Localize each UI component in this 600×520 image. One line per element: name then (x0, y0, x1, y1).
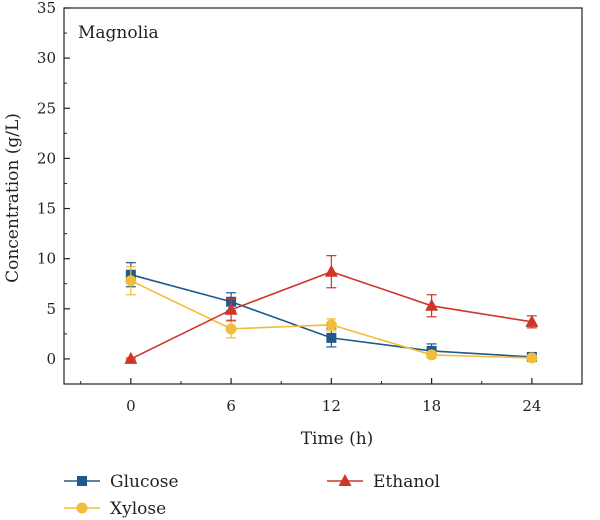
legend-item-xylose: Xylose (64, 499, 166, 519)
y-tick-label: 25 (37, 99, 56, 117)
x-tick-label: 18 (422, 397, 441, 415)
ethanol-point (525, 314, 539, 327)
y-tick-label: 0 (46, 350, 56, 368)
y-tick-label: 20 (37, 149, 56, 167)
legend-marker (338, 474, 352, 486)
xylose-point (325, 319, 337, 331)
ethanol-point (124, 351, 138, 364)
legend-label: Ethanol (373, 472, 440, 492)
y-tick-label: 10 (37, 250, 56, 268)
x-axis: 0 6 12 18 24 (80, 378, 541, 415)
x-tick-label: 12 (322, 397, 341, 415)
glucose-point (326, 332, 337, 343)
ethanol-point (425, 298, 439, 311)
x-tick-label: 6 (226, 397, 236, 415)
x-tick-label: 0 (126, 397, 136, 415)
ethanol-point (324, 264, 338, 277)
y-axis-title: Concentration (g/L) (3, 113, 23, 283)
plot-frame (63, 7, 583, 385)
legend-marker (77, 476, 87, 486)
series-layer (124, 255, 539, 364)
legend-label: Glucose (110, 472, 179, 492)
x-tick-label: 24 (522, 397, 541, 415)
legend-item-glucose: Glucose (64, 472, 179, 492)
y-tick-label: 30 (37, 49, 56, 67)
y-axis: 0 5 10 15 20 25 30 35 (37, 0, 70, 368)
chart-annotation: Magnolia (78, 23, 159, 43)
series-ethanol (124, 255, 539, 364)
xylose-point (225, 323, 237, 335)
plot-area (63, 7, 583, 385)
legend-item-ethanol: Ethanol (327, 472, 440, 492)
legend-marker (76, 502, 88, 514)
series-xylose (125, 266, 538, 364)
xylose-point (426, 349, 438, 361)
ethanol-point (224, 302, 238, 315)
y-tick-label: 5 (46, 300, 56, 318)
xylose-point (125, 275, 137, 287)
x-axis-title: Time (h) (301, 429, 374, 449)
xylose-point (526, 352, 538, 364)
legend: Glucose Xylose Ethanol (64, 472, 440, 519)
y-tick-label: 35 (37, 0, 56, 17)
legend-label: Xylose (110, 499, 166, 519)
y-tick-label: 15 (37, 200, 56, 218)
